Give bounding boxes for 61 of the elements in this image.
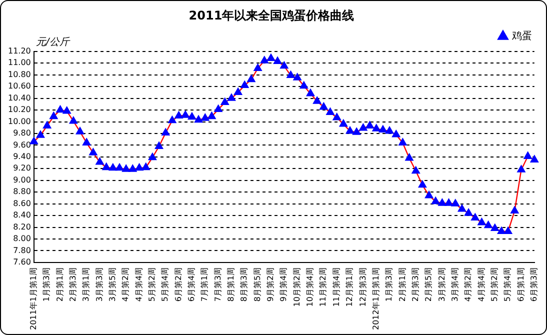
x-tick-label: 4月第4周 — [476, 267, 486, 302]
y-tick-label: 10.60 — [8, 82, 31, 91]
x-tick-label: 6月第4周 — [187, 267, 196, 302]
x-tick-label: 4月第2周 — [464, 267, 473, 302]
y-tick-label: 11.00 — [8, 58, 31, 68]
x-tick-label: 4月第2周 — [121, 267, 130, 302]
x-tick-label: 11月第4周 — [332, 267, 341, 307]
x-tick-label: 9月第2周 — [266, 267, 276, 302]
y-tick-label: 8.80 — [13, 187, 31, 196]
y-tick-label: 10.20 — [8, 105, 31, 114]
x-tick-label: 2月第3周 — [410, 267, 420, 302]
x-tick-label: 6月第2周 — [174, 267, 183, 302]
x-tick-label: 7月第3周 — [213, 267, 222, 302]
legend-label: 鸡蛋 — [511, 30, 532, 42]
y-tick-label: 9.60 — [13, 140, 31, 150]
y-tick-label: 8.40 — [13, 210, 31, 220]
x-tick-label: 1月第3周 — [384, 267, 394, 302]
x-tick-label: 2月第3周 — [68, 267, 78, 302]
x-tick-label: 3月第1周 — [82, 267, 91, 302]
y-tick-label: 9.00 — [13, 175, 31, 184]
y-tick-label: 10.80 — [8, 70, 31, 79]
x-tick-label: 2月第1周 — [55, 267, 64, 302]
x-tick-label: 10月第2周 — [292, 267, 302, 307]
x-tick-label: 5月第2周 — [490, 267, 499, 302]
y-tick-label: 7.80 — [13, 246, 31, 255]
x-tick-label: 8月第5周 — [252, 267, 262, 302]
x-tick-label: 2月第5周 — [424, 267, 434, 302]
y-tick-label: 8.60 — [13, 198, 31, 208]
x-tick-label: 2011年1月第1周 — [28, 267, 38, 330]
x-tick-label: 8月第3周 — [240, 267, 249, 302]
x-tick-label: 5月第4周 — [503, 267, 512, 302]
y-tick-label: 11.20 — [8, 46, 31, 56]
x-tick-label: 3月第2周 — [437, 267, 446, 302]
x-tick-label: 2月第1周 — [398, 267, 407, 302]
y-tick-label: 7.60 — [13, 258, 31, 267]
y-tick-label: 8.20 — [13, 222, 31, 232]
x-tick-label: 12月第3周 — [358, 267, 368, 307]
x-tick-label: 3月第3周 — [94, 267, 104, 302]
y-tick-label: 10.00 — [8, 116, 31, 126]
x-tick-label: 4月第4周 — [134, 267, 144, 302]
y-tick-label: 9.40 — [13, 152, 31, 162]
x-tick-label: 3月第4周 — [450, 267, 460, 302]
y-tick-label: 9.20 — [13, 164, 31, 173]
x-tick-label: 1月第3周 — [42, 267, 52, 302]
y-axis-title: 元/公斤 — [36, 36, 70, 48]
chart-title: 2011年以来全国鸡蛋价格曲线 — [188, 8, 354, 22]
y-tick-label: 8.00 — [13, 234, 31, 244]
y-tick-label: 9.80 — [13, 128, 31, 138]
y-tick-label: 10.40 — [8, 93, 31, 102]
x-tick-label: 7月第1周 — [200, 267, 210, 302]
x-tick-label: 10月第4周 — [306, 267, 315, 307]
x-tick-label: 11月第2周 — [318, 267, 328, 307]
x-tick-label: 3月第5周 — [108, 267, 118, 302]
x-tick-label: 6月第3周 — [529, 267, 538, 302]
x-tick-label: 12月第1周 — [345, 267, 354, 307]
x-tick-label: 2012年1月第1周 — [371, 267, 380, 330]
x-tick-label: 5月第4周 — [160, 267, 170, 302]
x-tick-label: 8月第1周 — [226, 267, 236, 302]
x-tick-label: 9月第4周 — [279, 267, 288, 302]
x-tick-label: 6月第1周 — [516, 267, 526, 302]
x-tick-label: 5月第2周 — [148, 267, 157, 302]
